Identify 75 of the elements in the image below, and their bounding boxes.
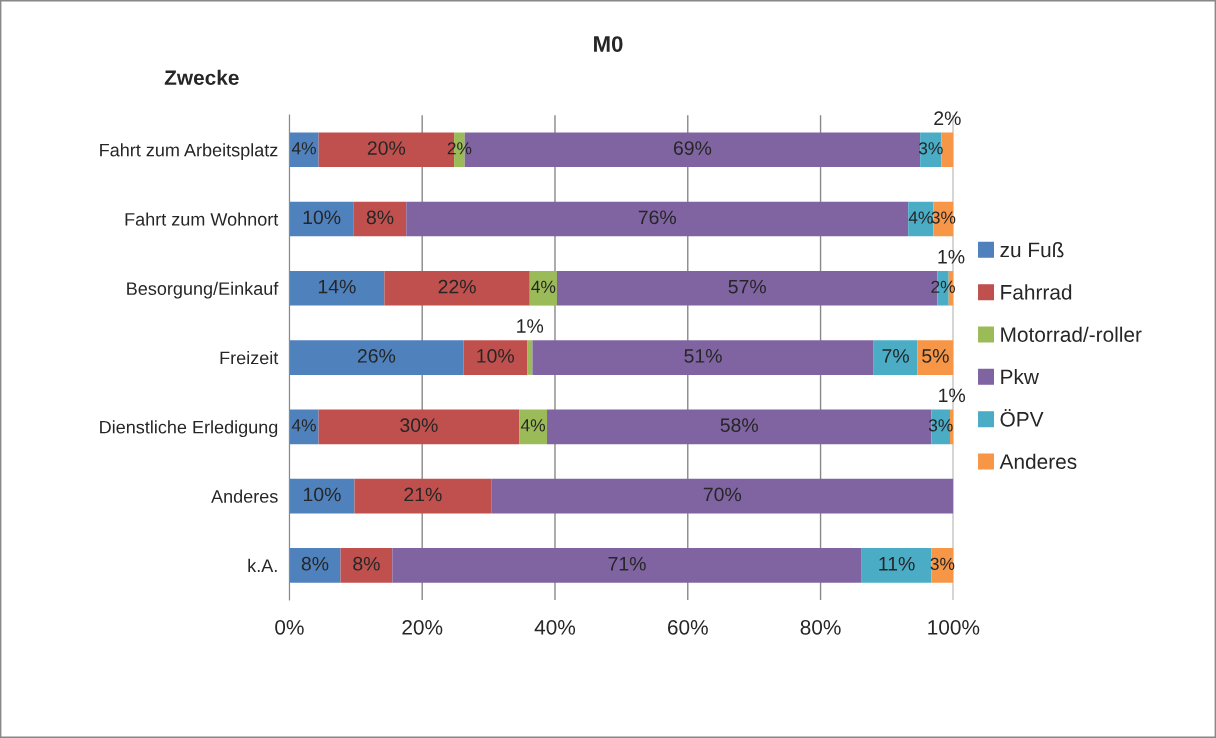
data-label: 10%: [303, 487, 341, 502]
data-label: 1%: [938, 249, 965, 264]
data-label: 26%: [357, 349, 396, 363]
data-label: 57%: [728, 279, 766, 294]
bar: [392, 548, 862, 583]
bar: [353, 201, 407, 237]
y-tick-label: Anderes: [211, 489, 278, 503]
data-label: 4%: [908, 211, 933, 224]
bar: [318, 409, 520, 445]
legend-label: Pkw: [1001, 369, 1039, 385]
legend-label: zu Fuß: [1000, 242, 1064, 258]
data-label: 7%: [882, 349, 909, 363]
data-label: 10%: [303, 210, 341, 225]
data-label: 22%: [438, 279, 476, 294]
chart-title: M0: [594, 36, 623, 52]
y-tick-label: Besorgung/Einkauf: [127, 281, 279, 299]
y-tick-label: Fahrt zum Wohnort: [125, 212, 279, 226]
y-tick-label: Dienstliche Erledigung: [100, 420, 278, 438]
legend-label: Anderes: [999, 453, 1077, 469]
bar: [917, 340, 954, 375]
legend-label: Fahrrad: [1001, 284, 1072, 300]
bar: [289, 340, 464, 375]
data-label: 21%: [404, 487, 442, 502]
data-label: 4%: [520, 419, 545, 432]
data-label: 69%: [673, 141, 712, 155]
data-label: 71%: [608, 556, 646, 571]
bar: [289, 548, 341, 583]
y-tick-label: k.A.: [248, 558, 277, 572]
bar: [354, 478, 492, 514]
y-axis-title: Zwecke: [164, 69, 239, 86]
data-label: 1%: [517, 319, 544, 333]
data-label: 2%: [934, 111, 961, 126]
bar: [340, 548, 393, 583]
x-tick-label: 80%: [800, 619, 841, 635]
bar: [491, 478, 954, 514]
bar: [384, 270, 530, 306]
legend-label: ÖPV: [1000, 409, 1044, 427]
x-tick-label: 0%: [275, 619, 304, 635]
legend-label: Motorrad/-roller: [1001, 326, 1142, 342]
data-label: 8%: [366, 210, 394, 225]
bar: [406, 201, 909, 237]
data-label: 30%: [400, 418, 438, 433]
data-label: 1%: [939, 388, 966, 403]
bar: [289, 132, 319, 168]
data-label: 51%: [684, 349, 722, 363]
bar: [527, 340, 533, 375]
data-label: 14%: [318, 279, 356, 294]
data-label: 8%: [301, 556, 329, 571]
data-label: 2%: [447, 142, 472, 155]
data-label: 76%: [638, 210, 676, 225]
data-label: 8%: [353, 556, 380, 571]
bar: [861, 548, 932, 583]
x-tick-label: 20%: [402, 619, 443, 635]
data-label: 5%: [922, 349, 949, 363]
bar: [941, 132, 954, 168]
x-tick-label: 40%: [534, 619, 576, 635]
x-tick-label: 60%: [667, 619, 708, 635]
data-label: 20%: [367, 141, 406, 155]
y-tick-label: Fahrt zum Arbeitsplatz: [100, 143, 278, 161]
data-label: 4%: [291, 419, 316, 432]
bar: [532, 340, 874, 375]
bar: [873, 340, 918, 375]
data-label: 58%: [720, 418, 758, 433]
data-label: 70%: [703, 487, 742, 502]
x-tick-label: 100%: [928, 619, 980, 635]
data-label: 4%: [531, 280, 556, 293]
bar: [289, 201, 354, 237]
bar: [463, 340, 528, 375]
data-label: 11%: [879, 556, 915, 571]
data-label: 4%: [291, 142, 316, 155]
data-label: 10%: [477, 349, 514, 363]
bar: [289, 270, 385, 306]
bar: [289, 478, 355, 514]
y-tick-label: Freizeit: [220, 351, 279, 365]
bar: [529, 270, 557, 306]
